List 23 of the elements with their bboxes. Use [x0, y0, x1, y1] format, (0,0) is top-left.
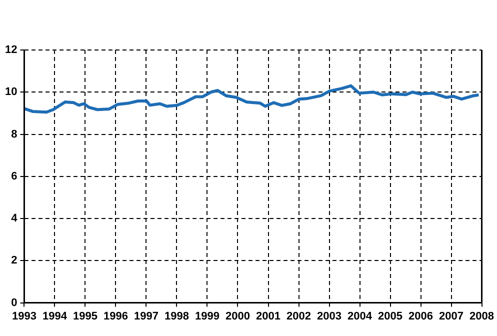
x-tick-label: 2008 [470, 310, 494, 322]
y-tick-label: 2 [11, 254, 18, 267]
x-tick-label: 1995 [72, 310, 98, 322]
x-tick-label: 2007 [439, 310, 464, 322]
y-tick-label: 10 [4, 86, 18, 98]
y-tick-label: 4 [11, 212, 18, 225]
x-tick-label: 1997 [134, 310, 158, 322]
x-tick-label: 1998 [164, 310, 189, 322]
x-tick-label: 1994 [42, 310, 68, 322]
x-tick-label: 2003 [317, 310, 342, 322]
x-tick-label: 2004 [348, 310, 373, 322]
y-tick-label: 8 [11, 128, 18, 140]
x-tick-label: 2006 [408, 310, 434, 322]
x-tick-label: 2002 [286, 310, 311, 322]
x-tick-label: 2000 [226, 310, 250, 322]
y-tick-label: 0 [11, 296, 18, 309]
x-tick-label: 1993 [12, 310, 36, 322]
x-tick-label: 2005 [378, 310, 402, 322]
y-tick-label: 12 [4, 44, 18, 56]
y-tick-label: 6 [11, 170, 18, 182]
x-tick-label: 1996 [104, 310, 128, 322]
x-tick-label: 2001 [256, 310, 280, 322]
x-tick-label: 1999 [195, 310, 220, 322]
